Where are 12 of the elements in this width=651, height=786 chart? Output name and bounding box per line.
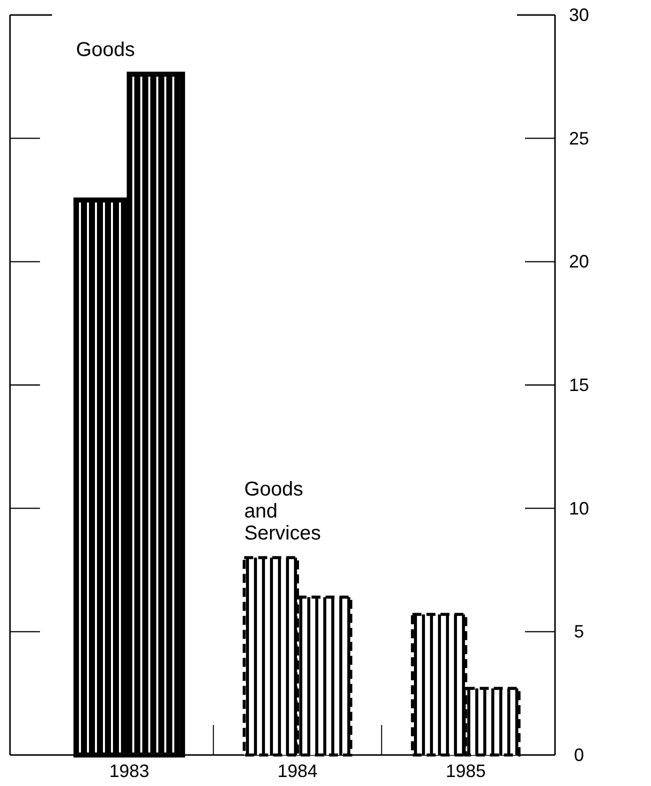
x-tick-label: 1985 (446, 761, 486, 781)
y-tick-label: 20 (568, 252, 590, 272)
annotation: Goods and Services (244, 478, 321, 545)
y-tick-label: 5 (574, 622, 584, 642)
y-tick-label: 15 (568, 375, 590, 395)
x-tick-label: 1983 (109, 761, 150, 781)
annotation: Goods (76, 39, 135, 62)
y-tick-label: 0 (574, 745, 584, 765)
y-tick-label: 25 (568, 128, 590, 148)
y-tick-label: 30 (568, 5, 590, 25)
y-tick-label: 10 (568, 498, 590, 518)
x-tick-label: 1984 (277, 761, 318, 781)
